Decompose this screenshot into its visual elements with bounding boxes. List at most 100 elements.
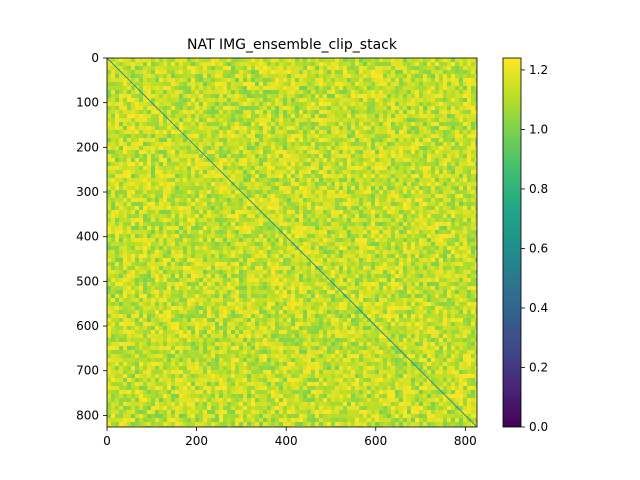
heatmap-cell xyxy=(123,58,127,62)
heatmap-cell xyxy=(419,134,423,138)
heatmap-cell xyxy=(303,246,307,250)
heatmap-cell xyxy=(271,142,275,146)
heatmap-cell xyxy=(335,122,339,126)
heatmap-cell xyxy=(447,142,451,146)
heatmap-cell xyxy=(219,94,223,98)
heatmap-cell xyxy=(163,270,167,274)
heatmap-cell xyxy=(311,254,315,258)
heatmap-cell xyxy=(167,70,171,74)
heatmap-cell xyxy=(347,214,351,218)
heatmap-cell xyxy=(295,62,299,66)
heatmap-cell xyxy=(227,198,231,202)
heatmap-cell xyxy=(131,102,135,106)
heatmap-cell xyxy=(135,90,139,94)
heatmap-cell xyxy=(215,114,219,118)
heatmap-cell xyxy=(459,158,463,162)
heatmap-cell xyxy=(239,250,243,254)
heatmap-cell xyxy=(363,230,367,234)
heatmap-cell xyxy=(131,202,135,206)
heatmap-cell xyxy=(203,130,207,134)
heatmap-cell xyxy=(363,254,367,258)
heatmap-cell xyxy=(179,230,183,234)
heatmap-cell xyxy=(323,130,327,134)
heatmap-cell xyxy=(367,62,371,66)
heatmap-cell xyxy=(187,258,191,262)
heatmap-cell xyxy=(319,202,323,206)
heatmap-cell xyxy=(411,178,415,182)
heatmap-cell xyxy=(179,62,183,66)
heatmap-cell xyxy=(443,66,447,70)
heatmap-cell xyxy=(471,266,475,270)
heatmap-cell xyxy=(447,234,451,238)
heatmap-cell xyxy=(395,134,399,138)
heatmap-cell xyxy=(179,146,183,150)
heatmap-cell xyxy=(203,206,207,210)
heatmap-cell xyxy=(363,258,367,262)
heatmap-cell xyxy=(435,174,439,178)
heatmap-cell xyxy=(119,270,123,274)
heatmap-cell xyxy=(239,78,243,82)
heatmap-cell xyxy=(435,226,439,230)
heatmap-cell xyxy=(167,178,171,182)
heatmap-cell xyxy=(395,202,399,206)
heatmap-cell xyxy=(243,262,247,266)
heatmap-cell xyxy=(235,90,239,94)
heatmap-cell xyxy=(215,150,219,154)
heatmap-cell xyxy=(355,126,359,130)
heatmap-cell xyxy=(187,270,191,274)
heatmap-cell xyxy=(231,238,235,242)
heatmap-cell xyxy=(175,270,179,274)
heatmap-cell xyxy=(215,218,219,222)
heatmap-cell xyxy=(195,114,199,118)
heatmap-cell xyxy=(291,138,295,142)
heatmap-cell xyxy=(443,78,447,82)
heatmap-cell xyxy=(151,146,155,150)
heatmap-cell xyxy=(251,262,255,266)
heatmap-cell xyxy=(159,206,163,210)
heatmap-cell xyxy=(395,226,399,230)
heatmap-cell xyxy=(451,258,455,262)
heatmap-cell xyxy=(255,134,259,138)
heatmap-cell xyxy=(243,210,247,214)
heatmap-cell xyxy=(139,230,143,234)
heatmap-cell xyxy=(391,130,395,134)
heatmap-cell xyxy=(295,254,299,258)
heatmap-cell xyxy=(127,166,131,170)
heatmap-cell xyxy=(303,58,307,62)
heatmap-cell xyxy=(291,82,295,86)
heatmap-cell xyxy=(163,234,167,238)
heatmap-cell xyxy=(247,66,251,70)
heatmap-cell xyxy=(139,122,143,126)
heatmap-cell xyxy=(199,202,203,206)
heatmap-cell xyxy=(199,162,203,166)
heatmap-cell xyxy=(151,138,155,142)
heatmap-cell xyxy=(255,186,259,190)
heatmap-cell xyxy=(151,170,155,174)
heatmap-cell xyxy=(155,114,159,118)
heatmap-cell xyxy=(147,210,151,214)
heatmap-cell xyxy=(107,250,111,254)
heatmap-cell xyxy=(119,102,123,106)
heatmap-cell xyxy=(443,210,447,214)
heatmap-cell xyxy=(371,266,375,270)
heatmap-cell xyxy=(107,150,111,154)
heatmap-cell xyxy=(427,74,431,78)
heatmap-cell xyxy=(107,158,111,162)
heatmap-cell xyxy=(475,222,477,226)
heatmap-cell xyxy=(291,206,295,210)
heatmap-cell xyxy=(363,198,367,202)
heatmap-cell xyxy=(327,202,331,206)
heatmap-cell xyxy=(375,210,379,214)
heatmap-cell xyxy=(439,178,443,182)
heatmap-cell xyxy=(155,130,159,134)
heatmap-cell xyxy=(211,58,215,62)
heatmap-cell xyxy=(407,218,411,222)
heatmap-cell xyxy=(223,118,227,122)
heatmap-cell xyxy=(283,206,287,210)
heatmap-cell xyxy=(239,146,243,150)
heatmap-cell xyxy=(415,214,419,218)
heatmap-cell xyxy=(335,210,339,214)
heatmap-cell xyxy=(327,186,331,190)
heatmap-cell xyxy=(223,178,227,182)
heatmap-cell xyxy=(259,170,263,174)
